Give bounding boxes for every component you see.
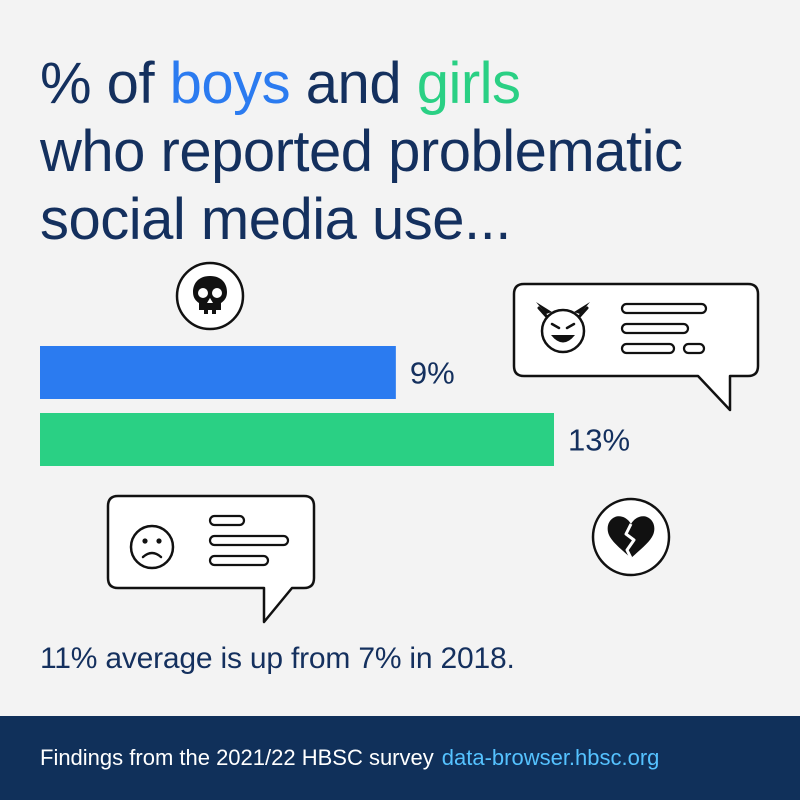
boys-word: boys [169, 51, 291, 116]
girls-word: girls [416, 51, 521, 116]
broken-heart-icon [591, 497, 671, 577]
bar-boys [40, 346, 396, 399]
headline-line-1: % of boys and girls [40, 51, 521, 116]
subtitle: 11% average is up from 7% in 2018. [40, 642, 515, 675]
headline-line-3: social media use... [40, 187, 511, 252]
footer-text: Findings from the 2021/22 HBSC survey [40, 745, 434, 770]
data-label-boys: 9% [410, 356, 455, 391]
devil-emoji-chat-bubble-icon [512, 282, 760, 412]
footer: Findings from the 2021/22 HBSC survey da… [0, 716, 800, 800]
sad-face-chat-bubble-icon [106, 494, 316, 624]
skull-icon [175, 261, 245, 331]
footer-link[interactable]: data-browser.hbsc.org [441, 745, 660, 770]
data-label-girls: 13% [568, 423, 630, 458]
bar-girls [40, 413, 554, 466]
headline-line-2: who reported problematic [40, 119, 683, 184]
headline: % of boys and girls who reported problem… [40, 50, 780, 254]
